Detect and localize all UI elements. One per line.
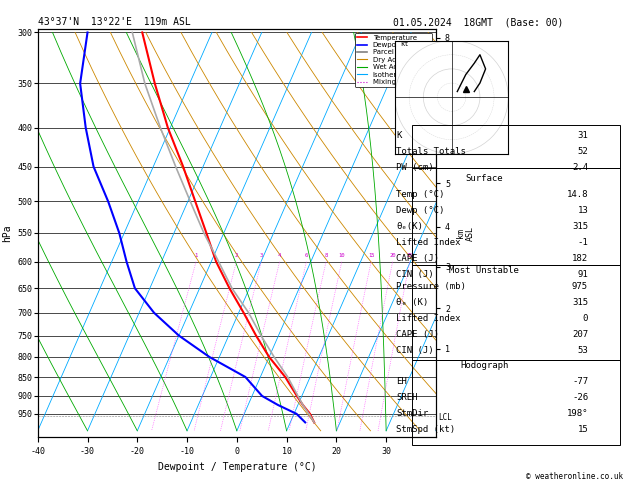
Text: 52: 52 [577,147,588,156]
Text: 6: 6 [304,254,308,259]
Text: 53: 53 [577,346,588,355]
Text: CIN (J): CIN (J) [396,270,434,279]
Text: 91: 91 [577,270,588,279]
Text: Surface: Surface [465,174,503,183]
Text: -77: -77 [572,377,588,386]
Text: EH: EH [396,377,407,386]
Text: Most Unstable: Most Unstable [449,266,520,275]
Text: SREH: SREH [396,393,418,402]
Text: 182: 182 [572,254,588,263]
Text: 975: 975 [572,282,588,291]
Text: Totals Totals: Totals Totals [396,147,466,156]
Text: 10: 10 [338,254,345,259]
Text: 4: 4 [278,254,281,259]
Text: θₑ(K): θₑ(K) [396,222,423,231]
Text: CAPE (J): CAPE (J) [396,330,439,339]
Text: -1: -1 [577,238,588,247]
Text: 315: 315 [572,298,588,307]
Text: 2.4: 2.4 [572,163,588,173]
X-axis label: Dewpoint / Temperature (°C): Dewpoint / Temperature (°C) [157,462,316,472]
Text: 15: 15 [368,254,374,259]
Text: LCL: LCL [438,413,452,422]
Text: 0: 0 [582,314,588,323]
Text: Lifted Index: Lifted Index [396,314,461,323]
Text: Pressure (mb): Pressure (mb) [396,282,466,291]
Text: 31: 31 [577,131,588,140]
Text: PW (cm): PW (cm) [396,163,434,173]
Text: -26: -26 [572,393,588,402]
Text: kt: kt [401,41,409,47]
Text: 1: 1 [194,254,198,259]
Legend: Temperature, Dewpoint, Parcel Trajectory, Dry Adiabat, Wet Adiabat, Isotherm, Mi: Temperature, Dewpoint, Parcel Trajectory… [355,33,433,87]
Text: Dewp (°C): Dewp (°C) [396,206,445,215]
Text: 8: 8 [325,254,328,259]
Text: 3: 3 [260,254,263,259]
Text: 43°37'N  13°22'E  119m ASL: 43°37'N 13°22'E 119m ASL [38,17,191,27]
Text: 207: 207 [572,330,588,339]
Y-axis label: km
ASL: km ASL [455,226,475,241]
Text: 01.05.2024  18GMT  (Base: 00): 01.05.2024 18GMT (Base: 00) [393,17,564,27]
Text: CAPE (J): CAPE (J) [396,254,439,263]
Text: CIN (J): CIN (J) [396,346,434,355]
Text: 198°: 198° [567,409,588,418]
Text: Hodograph: Hodograph [460,361,508,370]
Text: StmSpd (kt): StmSpd (kt) [396,425,455,434]
Text: Lifted Index: Lifted Index [396,238,461,247]
Text: 14.8: 14.8 [567,190,588,199]
Text: © weatheronline.co.uk: © weatheronline.co.uk [526,472,623,481]
Text: θₑ (K): θₑ (K) [396,298,428,307]
Text: 13: 13 [577,206,588,215]
Text: StmDir: StmDir [396,409,428,418]
Text: Temp (°C): Temp (°C) [396,190,445,199]
Text: 25: 25 [406,254,413,259]
Text: K: K [396,131,402,140]
Text: 20: 20 [389,254,396,259]
Text: 15: 15 [577,425,588,434]
Text: 2: 2 [235,254,238,259]
Text: 315: 315 [572,222,588,231]
Y-axis label: hPa: hPa [2,225,11,242]
